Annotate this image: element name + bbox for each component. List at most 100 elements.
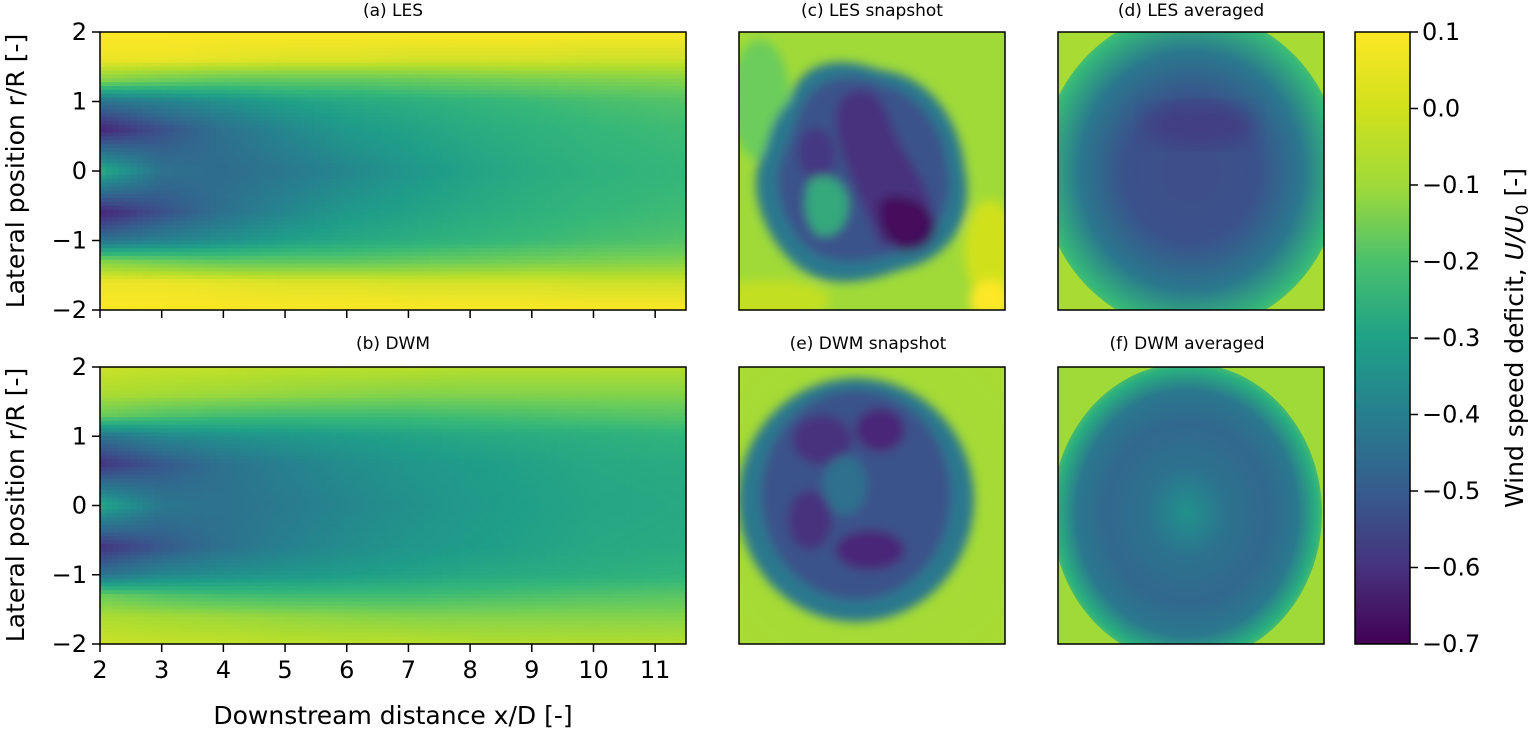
heatmap-a-cell <box>344 213 351 218</box>
heatmap-a-cell <box>576 113 583 118</box>
heatmap-a-cell <box>643 143 650 149</box>
heatmap-a-cell <box>508 74 516 79</box>
heatmap-a-cell <box>325 82 333 87</box>
heatmap-a-cell <box>679 116 686 122</box>
heatmap-a-cell <box>594 132 602 137</box>
heatmap-a-cell <box>484 59 492 64</box>
heatmap-a-cell <box>222 159 229 164</box>
heatmap-a-cell <box>277 213 284 218</box>
heatmap-a-cell <box>325 155 333 161</box>
heatmap-a-cell <box>215 32 223 37</box>
heatmap-a-cell <box>606 136 614 141</box>
heatmap-a-cell <box>124 143 132 149</box>
heatmap-a-cell <box>148 47 156 52</box>
heatmap-a-cell <box>356 171 364 176</box>
heatmap-a-cell <box>588 86 596 91</box>
heatmap-a-cell <box>454 171 461 176</box>
heatmap-a-cell <box>283 105 290 110</box>
heatmap-a-cell <box>643 62 650 68</box>
heatmap-a-cell <box>179 109 187 114</box>
heatmap-a-cell <box>325 113 333 118</box>
heatmap-a-cell <box>460 171 467 176</box>
heatmap-a-cell <box>618 124 626 130</box>
heatmap-a-cell <box>557 128 565 133</box>
heatmap-a-cell <box>673 32 681 37</box>
heatmap-a-cell <box>380 55 388 60</box>
heatmap-a-cell <box>478 97 486 103</box>
heatmap-a-cell <box>539 190 547 195</box>
heatmap-a-cell <box>295 140 303 145</box>
heatmap-a-cell <box>472 62 480 68</box>
heatmap-a-cell <box>118 132 126 137</box>
heatmap-a-cell <box>136 55 144 60</box>
heatmap-a-cell <box>606 35 614 41</box>
heatmap-a-cell <box>185 221 193 226</box>
heatmap-a-cell <box>539 174 547 180</box>
heatmap-a-cell <box>338 116 345 122</box>
heatmap-a-cell <box>588 128 596 133</box>
heatmap-a-cell <box>154 217 162 222</box>
heatmap-a-cell <box>423 159 431 164</box>
heatmap-a-cell <box>631 89 638 95</box>
heatmap-a-cell <box>435 101 443 106</box>
heatmap-a-cell <box>185 178 193 184</box>
heatmap-a-cell <box>521 93 528 99</box>
heatmap-a-cell <box>423 228 431 234</box>
heatmap-a-cell <box>600 198 608 203</box>
heatmap-a-cell <box>502 221 510 226</box>
heatmap-a-cell <box>502 159 510 164</box>
heatmap-a-cell <box>380 205 388 211</box>
heatmap-a-cell <box>179 221 187 226</box>
heatmap-a-cell <box>423 78 431 83</box>
heatmap-a-cell <box>484 190 492 195</box>
heatmap-a-cell <box>350 140 357 145</box>
heatmap-a-cell <box>319 101 327 106</box>
heatmap-a-cell <box>631 201 638 207</box>
heatmap-a-cell <box>313 35 321 41</box>
heatmap-a-cell <box>173 182 180 188</box>
heatmap-a-cell <box>649 32 657 37</box>
heatmap-a-cell <box>649 97 657 103</box>
heatmap-a-cell <box>277 32 284 37</box>
heatmap-a-cell <box>154 74 162 79</box>
heatmap-a-cell <box>557 82 565 87</box>
heatmap-a-cell <box>484 66 492 72</box>
heatmap-a-cell <box>270 198 278 203</box>
heatmap-a-cell <box>508 140 516 145</box>
heatmap-a-cell <box>258 151 266 157</box>
heatmap-a-cell <box>545 32 553 37</box>
heatmap-a-cell <box>118 78 126 83</box>
heatmap-a-cell <box>393 113 400 118</box>
heatmap-a-cell <box>344 225 351 230</box>
heatmap-a-cell <box>594 120 602 126</box>
heatmap-a-cell <box>307 124 315 130</box>
heatmap-a-cell <box>582 228 589 234</box>
heatmap-a-cell <box>429 147 437 153</box>
heatmap-a-cell <box>289 147 296 153</box>
heatmap-a-cell <box>399 59 406 64</box>
heatmap-a-cell <box>319 128 327 133</box>
heatmap-a-cell <box>496 132 504 137</box>
heatmap-a-cell <box>435 66 443 72</box>
heatmap-a-cell <box>386 105 394 110</box>
heatmap-a-cell <box>679 82 686 87</box>
heatmap-a-cell <box>112 147 119 153</box>
heatmap-a-cell <box>637 225 644 230</box>
heatmap-a-cell <box>490 174 498 180</box>
heatmap-a-cell <box>515 70 522 76</box>
heatmap-a-cell <box>215 101 223 106</box>
heatmap-a-cell <box>496 86 504 91</box>
heatmap-a-cell <box>539 124 547 130</box>
heatmap-a-cell <box>136 151 144 157</box>
heatmap-a-cell <box>612 120 620 126</box>
heatmap-a-cell <box>624 140 632 145</box>
heatmap-a-cell <box>496 182 504 188</box>
heatmap-a-cell <box>173 120 180 126</box>
heatmap-a-cell <box>344 35 351 41</box>
heatmap-a-cell <box>631 43 638 49</box>
heatmap-a-cell <box>344 93 351 99</box>
heatmap-a-cell <box>618 128 626 133</box>
heatmap-a-cell <box>521 113 528 118</box>
heatmap-a-cell <box>277 147 284 153</box>
heatmap-a-cell <box>197 213 205 218</box>
